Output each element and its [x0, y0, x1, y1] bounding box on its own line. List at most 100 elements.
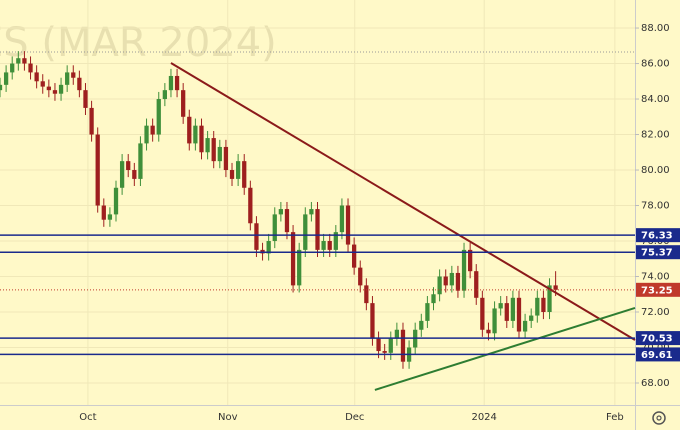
- y-tick-label: 72.00: [641, 307, 670, 318]
- candle-body: [211, 138, 216, 162]
- candle-body: [309, 209, 314, 215]
- candle-body: [162, 90, 167, 100]
- watermark: ES (MAR 2024): [0, 20, 277, 66]
- candle-body: [28, 63, 33, 73]
- last-price-label: 73.25: [641, 285, 673, 296]
- candle-body: [254, 223, 259, 250]
- candle-body: [89, 107, 94, 135]
- candle-body: [437, 276, 442, 295]
- y-tick-label: 82.00: [641, 130, 670, 141]
- y-tick-label: 88.00: [641, 23, 670, 34]
- candle-body: [58, 84, 64, 94]
- x-tick-label: Feb: [606, 412, 624, 423]
- candle-body: [248, 187, 253, 224]
- candle-body: [492, 308, 497, 334]
- candle-body: [468, 249, 473, 272]
- level-label-box: [636, 228, 680, 243]
- candle-body: [144, 125, 149, 144]
- candle-body: [486, 329, 491, 334]
- candle-body: [168, 75, 174, 91]
- candle-body: [181, 90, 186, 117]
- candle-body: [3, 72, 9, 85]
- candle-body: [235, 161, 241, 179]
- candle-body: [358, 267, 363, 286]
- candle-body: [193, 125, 198, 144]
- candle-body: [52, 90, 58, 94]
- candle-body: [229, 170, 235, 179]
- candle-body: [0, 84, 3, 91]
- candle-body: [382, 351, 387, 353]
- candle-body: [242, 161, 247, 188]
- candle-body: [199, 125, 204, 153]
- candle-body: [315, 209, 320, 250]
- candle-body: [22, 58, 27, 64]
- candle-body: [498, 303, 503, 309]
- candle-body: [223, 146, 229, 171]
- level-label-box: [636, 347, 680, 362]
- candle-body: [535, 297, 540, 316]
- level-label: 75.37: [641, 248, 673, 259]
- candle-body: [474, 271, 479, 298]
- level-label: 70.53: [641, 334, 673, 345]
- candle-body: [425, 303, 430, 321]
- candle-body: [510, 297, 516, 321]
- candle-body: [113, 187, 119, 215]
- candle-body: [138, 143, 143, 179]
- y-tick-label: 74.00: [641, 272, 670, 283]
- candle-body: [205, 138, 210, 153]
- candle-body: [101, 205, 106, 220]
- candle-body: [443, 276, 448, 286]
- candle-body: [107, 214, 113, 220]
- level-label-box: [636, 331, 680, 346]
- candle-body: [333, 232, 338, 250]
- candle-body: [370, 303, 375, 339]
- candle-body: [290, 232, 296, 286]
- candle-body: [278, 209, 284, 215]
- candle-body: [83, 90, 88, 108]
- candle-body: [327, 241, 332, 250]
- candle-body: [34, 72, 39, 82]
- trendline: [374, 306, 636, 391]
- candle-body: [339, 205, 345, 233]
- y-tick-label: 68.00: [641, 378, 670, 389]
- candle-body: [266, 241, 271, 254]
- candle-body: [394, 329, 400, 339]
- y-tick-label: 78.00: [641, 201, 670, 212]
- x-tick-label: 2024: [471, 412, 496, 423]
- candle-body: [132, 170, 137, 179]
- candle-body: [541, 297, 546, 313]
- x-tick-label: Dec: [345, 412, 364, 423]
- x-tick-label: Nov: [218, 412, 238, 423]
- candle-body: [321, 241, 326, 250]
- candle-body: [516, 297, 522, 332]
- candle-body: [364, 285, 369, 304]
- candle-body: [150, 125, 155, 135]
- candle-body: [529, 315, 534, 321]
- candle-body: [351, 244, 357, 268]
- candle-body: [187, 116, 192, 144]
- y-tick-label: 84.00: [641, 94, 670, 105]
- candle-body: [174, 75, 180, 91]
- candle-body: [461, 249, 467, 291]
- settings-icon[interactable]: [652, 411, 666, 425]
- candle-body: [547, 285, 552, 313]
- candle-body: [297, 249, 302, 286]
- candle-body: [419, 320, 424, 330]
- candle-body: [400, 329, 406, 362]
- candle-body: [217, 146, 222, 162]
- candle-body: [284, 209, 290, 233]
- candle-body: [455, 272, 461, 291]
- candle-body: [431, 294, 436, 304]
- candle-body: [46, 86, 51, 91]
- y-tick-label: 80.00: [641, 165, 670, 176]
- candle-body: [480, 297, 485, 330]
- candle-body: [303, 214, 308, 250]
- candle-body: [156, 99, 161, 135]
- x-tick-label: Oct: [79, 412, 96, 423]
- candle-body: [71, 72, 76, 78]
- candle-body: [272, 214, 277, 242]
- candle-body: [376, 338, 381, 352]
- candle-body: [95, 134, 100, 206]
- candle-body: [504, 303, 509, 321]
